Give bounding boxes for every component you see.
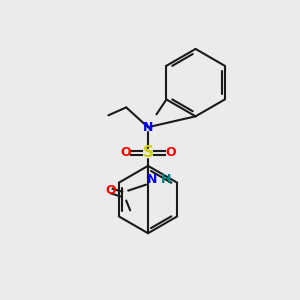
Text: O: O bbox=[105, 184, 116, 197]
Text: O: O bbox=[120, 146, 130, 160]
Text: S: S bbox=[142, 146, 154, 160]
Text: H: H bbox=[161, 173, 171, 186]
Text: O: O bbox=[166, 146, 176, 160]
Text: N: N bbox=[143, 121, 153, 134]
Text: N: N bbox=[147, 173, 157, 186]
